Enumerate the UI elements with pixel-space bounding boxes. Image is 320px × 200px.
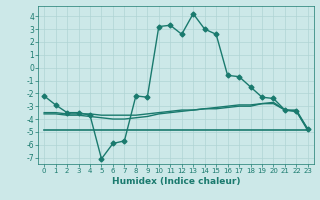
X-axis label: Humidex (Indice chaleur): Humidex (Indice chaleur) xyxy=(112,177,240,186)
